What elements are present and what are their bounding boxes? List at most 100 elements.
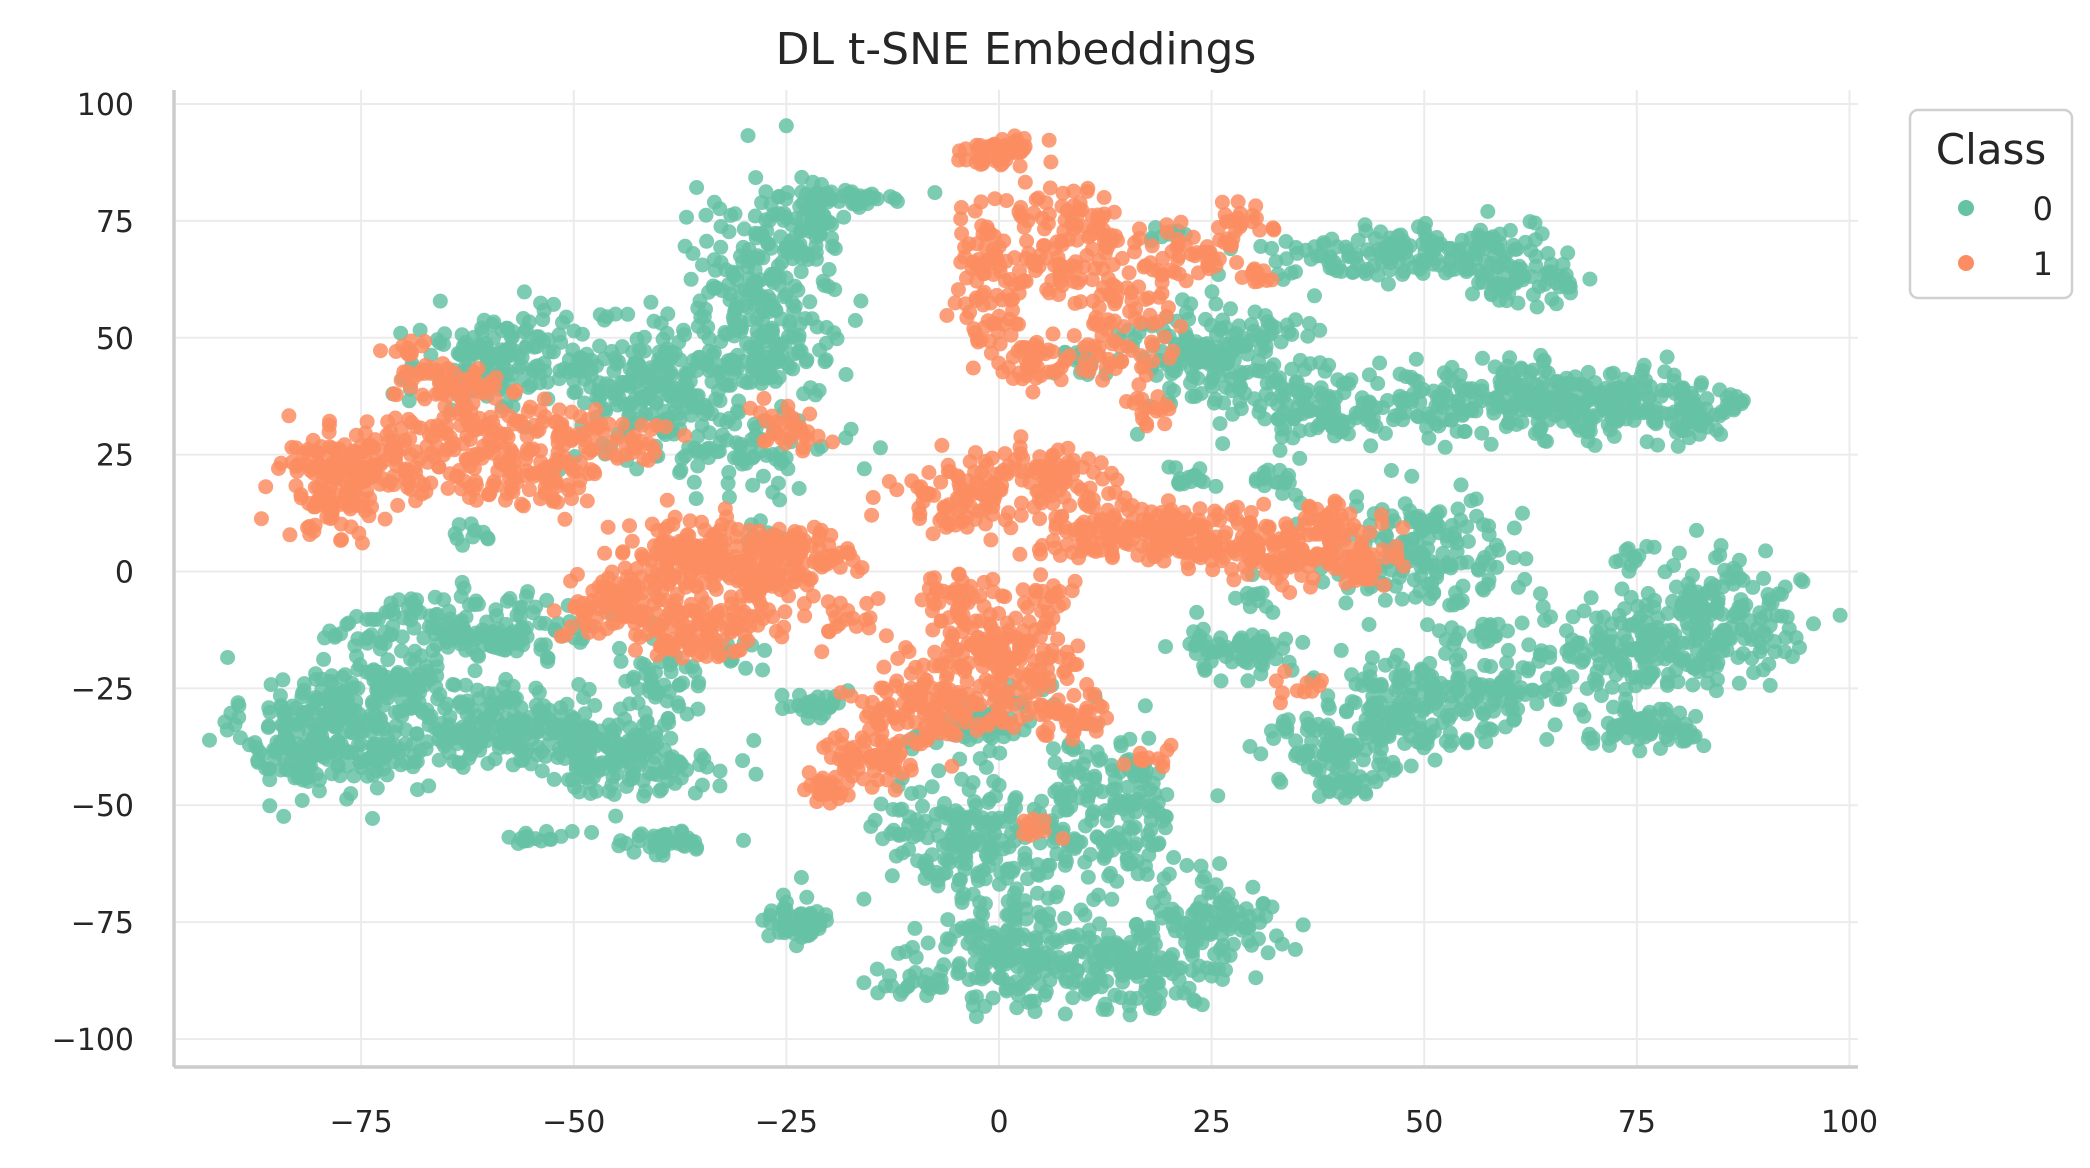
data-point (425, 642, 441, 658)
data-point (1395, 266, 1410, 282)
data-point (1495, 674, 1511, 690)
data-point (1579, 423, 1594, 439)
data-point (639, 373, 655, 389)
data-point (1295, 634, 1311, 650)
data-point (1689, 642, 1705, 658)
data-point (1181, 980, 1197, 996)
data-point (500, 722, 516, 737)
data-point (1640, 586, 1656, 601)
data-point (775, 701, 791, 717)
data-point (1658, 706, 1674, 722)
data-point (889, 194, 905, 209)
data-point (698, 207, 714, 223)
data-point (1673, 383, 1689, 399)
data-point (1097, 996, 1113, 1012)
data-point (1544, 291, 1560, 307)
data-point (1178, 934, 1194, 950)
data-point (1094, 784, 1110, 800)
data-point (311, 783, 327, 799)
data-point (333, 736, 349, 751)
data-point (1077, 907, 1093, 923)
data-point (793, 264, 809, 280)
data-point (1497, 280, 1513, 296)
data-point (1258, 599, 1274, 614)
data-point (1138, 984, 1153, 999)
data-point (1060, 769, 1076, 785)
data-point (261, 718, 277, 734)
data-point (1127, 819, 1143, 835)
data-point (1510, 579, 1526, 595)
data-point (611, 354, 626, 370)
data-point (588, 783, 604, 799)
data-point (613, 375, 629, 390)
data-point (1137, 770, 1152, 785)
data-point (974, 971, 990, 987)
data-point (361, 750, 377, 766)
data-point (1237, 919, 1253, 935)
data-point (810, 441, 825, 457)
data-point (1385, 701, 1401, 717)
data-point (643, 294, 659, 310)
data-point (359, 768, 375, 784)
data-point (1379, 528, 1394, 544)
data-point (1488, 537, 1504, 553)
data-point (910, 853, 926, 869)
data-point (460, 737, 476, 753)
data-point (836, 209, 852, 225)
data-point (1335, 757, 1351, 773)
data-point (1469, 508, 1485, 524)
data-point (528, 697, 544, 713)
data-point (1252, 633, 1268, 649)
data-point (1555, 257, 1571, 272)
data-point (499, 739, 515, 755)
data-point (1265, 636, 1281, 652)
data-point (480, 685, 496, 701)
data-point (303, 462, 318, 478)
data-point (800, 252, 816, 267)
data-point (673, 770, 689, 786)
data-point (1793, 572, 1809, 588)
data-point (1240, 673, 1256, 689)
data-point (557, 751, 573, 766)
data-point (1280, 712, 1296, 728)
data-point (390, 497, 406, 513)
data-point (958, 849, 974, 865)
data-point (383, 447, 399, 463)
data-point (1762, 677, 1778, 693)
data-point (301, 519, 317, 534)
data-point (393, 325, 409, 341)
data-point (1711, 626, 1727, 642)
data-point (1077, 783, 1093, 799)
data-point (1550, 666, 1566, 682)
data-point (727, 304, 743, 320)
data-point (1474, 425, 1490, 441)
data-point (1307, 759, 1322, 775)
data-point (930, 872, 946, 888)
data-point (458, 677, 474, 693)
data-point (1348, 410, 1364, 426)
data-point (1215, 903, 1231, 919)
data-point (1380, 276, 1396, 292)
data-point (1051, 949, 1067, 965)
data-point (674, 833, 690, 849)
data-point (1383, 463, 1399, 478)
data-point (733, 324, 749, 340)
data-point (727, 206, 743, 222)
data-point (1664, 722, 1680, 737)
data-point (1661, 406, 1677, 422)
data-point (1604, 679, 1620, 695)
data-point (539, 592, 555, 608)
data-point (710, 444, 726, 460)
data-point (1287, 942, 1303, 957)
data-point (1360, 261, 1375, 277)
data-point (1104, 891, 1120, 907)
data-point (1659, 382, 1675, 398)
data-point (679, 367, 695, 382)
data-point (551, 327, 567, 343)
data-point (453, 589, 469, 604)
data-point (1633, 649, 1649, 665)
data-point (1008, 974, 1024, 990)
data-point (692, 293, 708, 309)
data-point (1377, 592, 1393, 608)
data-point (712, 763, 728, 779)
